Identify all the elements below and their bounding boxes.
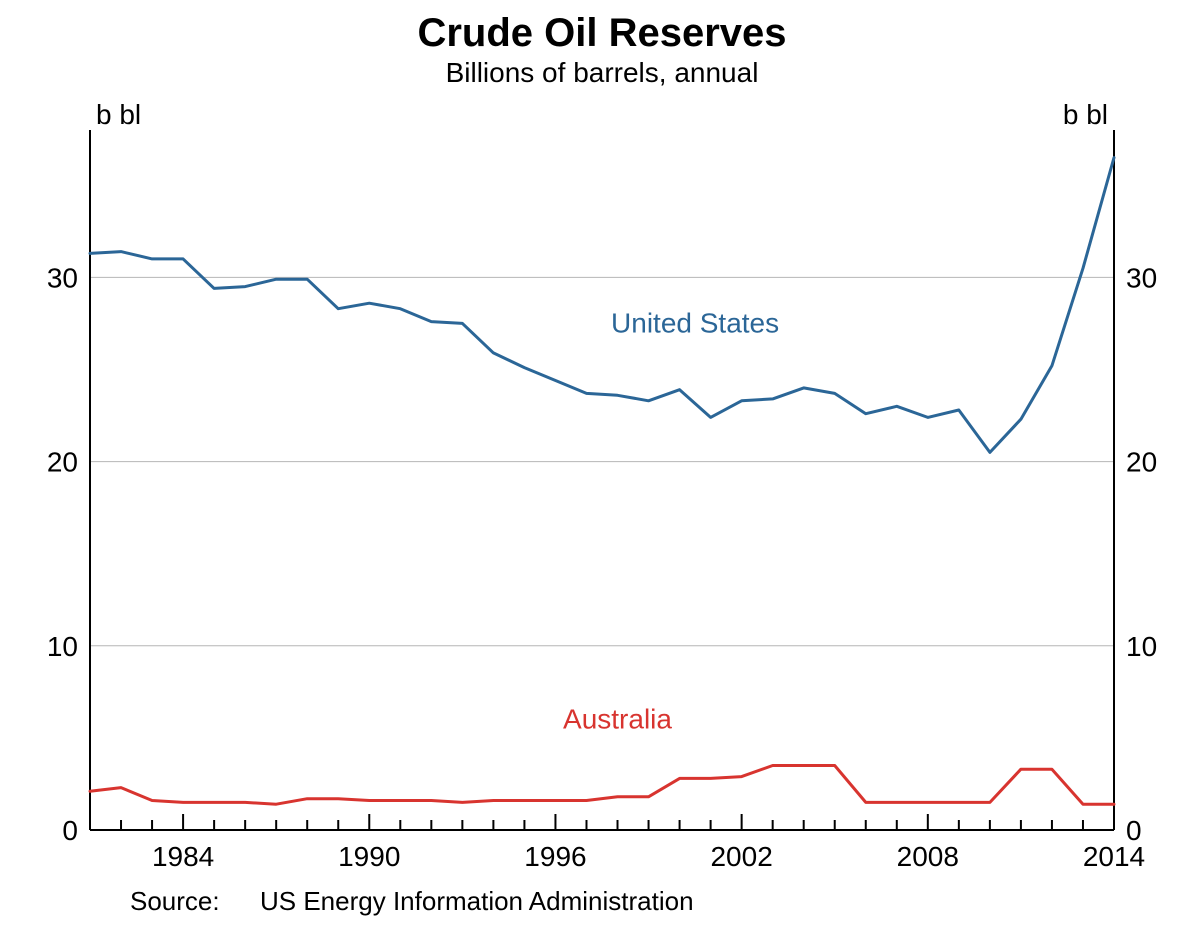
y-tick-label-left: 20 <box>47 447 78 478</box>
source-label: Source: <box>130 886 220 916</box>
y-tick-label-left: 10 <box>47 631 78 662</box>
axis-unit-right: b bl <box>1063 99 1108 130</box>
source-text: US Energy Information Administration <box>260 886 694 916</box>
chart-background <box>0 0 1204 930</box>
x-tick-label: 1996 <box>524 841 586 872</box>
y-tick-label-right: 30 <box>1126 262 1157 293</box>
chart-title: Crude Oil Reserves <box>417 11 786 55</box>
x-tick-label: 2008 <box>897 841 959 872</box>
y-tick-label-left: 30 <box>47 262 78 293</box>
series-label-united-states: United States <box>611 308 779 339</box>
y-tick-label-right: 0 <box>1126 815 1142 846</box>
y-tick-label-right: 20 <box>1126 447 1157 478</box>
x-tick-label: 2002 <box>710 841 772 872</box>
chart-subtitle: Billions of barrels, annual <box>446 57 759 88</box>
x-tick-label: 1984 <box>152 841 214 872</box>
x-tick-label: 1990 <box>338 841 400 872</box>
axis-unit-left: b bl <box>96 99 141 130</box>
chart-container: Crude Oil ReservesBillions of barrels, a… <box>0 0 1204 930</box>
chart-svg: Crude Oil ReservesBillions of barrels, a… <box>0 0 1204 930</box>
y-tick-label-left: 0 <box>62 815 78 846</box>
series-label-australia: Australia <box>563 704 672 735</box>
y-tick-label-right: 10 <box>1126 631 1157 662</box>
